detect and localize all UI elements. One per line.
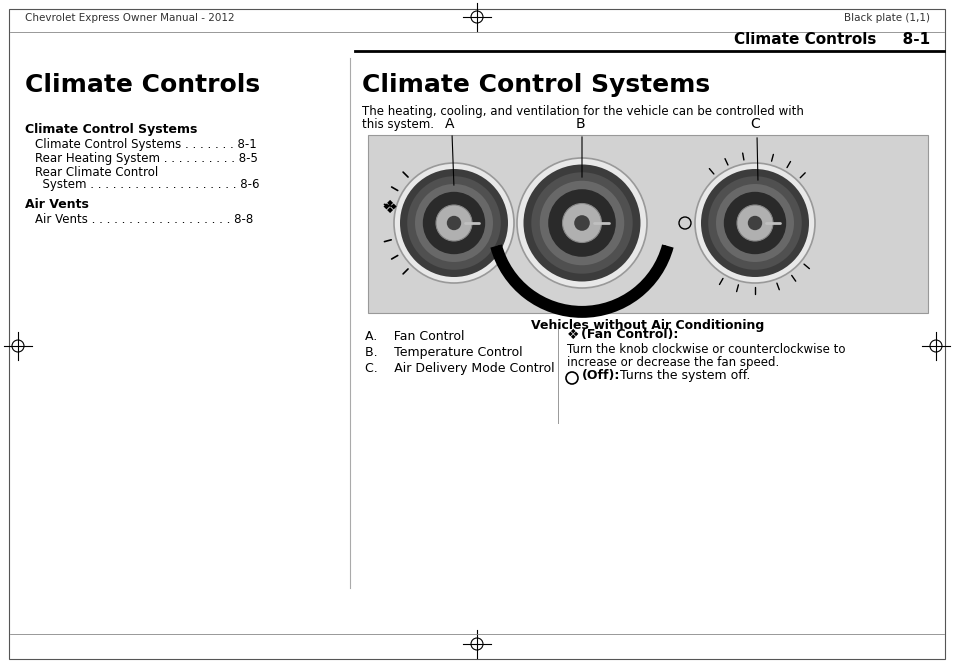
Circle shape: [707, 176, 801, 270]
Text: A: A: [445, 117, 455, 131]
Text: Vehicles without Air Conditioning: Vehicles without Air Conditioning: [531, 319, 763, 332]
Text: Climate Control Systems: Climate Control Systems: [25, 123, 197, 136]
Text: Rear Climate Control: Rear Climate Control: [35, 166, 158, 179]
Circle shape: [446, 216, 460, 230]
Circle shape: [565, 372, 578, 384]
Circle shape: [695, 163, 814, 283]
Text: Climate Control Systems: Climate Control Systems: [361, 73, 709, 97]
Text: ❖: ❖: [566, 328, 578, 342]
Text: Climate Control Systems . . . . . . . 8-1: Climate Control Systems . . . . . . . 8-…: [35, 138, 256, 151]
Circle shape: [531, 172, 632, 274]
Circle shape: [539, 181, 623, 265]
Text: (Fan Control):: (Fan Control):: [580, 328, 678, 341]
Circle shape: [679, 217, 690, 229]
Text: C.  Air Delivery Mode Control: C. Air Delivery Mode Control: [365, 362, 554, 375]
Text: System . . . . . . . . . . . . . . . . . . . . 8-6: System . . . . . . . . . . . . . . . . .…: [35, 178, 259, 191]
Circle shape: [407, 176, 500, 270]
Text: The heating, cooling, and ventilation for the vehicle can be controlled with: The heating, cooling, and ventilation fo…: [361, 105, 803, 118]
Circle shape: [737, 205, 772, 241]
Circle shape: [415, 184, 493, 262]
Circle shape: [700, 169, 808, 277]
Circle shape: [562, 204, 601, 242]
Circle shape: [723, 192, 785, 255]
Circle shape: [436, 205, 472, 241]
Text: increase or decrease the fan speed.: increase or decrease the fan speed.: [566, 356, 779, 369]
Text: Chevrolet Express Owner Manual - 2012: Chevrolet Express Owner Manual - 2012: [25, 13, 234, 23]
Text: Climate Controls     8-1: Climate Controls 8-1: [733, 32, 929, 47]
Text: B.  Temperature Control: B. Temperature Control: [365, 346, 522, 359]
Circle shape: [517, 158, 646, 288]
Text: this system.: this system.: [361, 118, 434, 131]
Text: C: C: [749, 117, 760, 131]
Bar: [368, 135, 927, 313]
Circle shape: [422, 192, 485, 255]
Circle shape: [523, 164, 639, 281]
Text: Air Vents . . . . . . . . . . . . . . . . . . . 8-8: Air Vents . . . . . . . . . . . . . . . …: [35, 213, 253, 226]
Text: Climate Controls: Climate Controls: [25, 73, 260, 97]
Circle shape: [399, 169, 507, 277]
Text: Turns the system off.: Turns the system off.: [619, 369, 750, 381]
Text: Turn the knob clockwise or counterclockwise to: Turn the knob clockwise or counterclockw…: [566, 343, 844, 356]
Text: A.  Fan Control: A. Fan Control: [365, 330, 464, 343]
Circle shape: [747, 216, 761, 230]
Circle shape: [394, 163, 514, 283]
Text: Air Vents: Air Vents: [25, 198, 89, 211]
Circle shape: [716, 184, 793, 262]
Circle shape: [574, 215, 589, 231]
Text: ❖: ❖: [381, 199, 397, 217]
Text: B: B: [575, 117, 584, 131]
Text: Black plate (1,1): Black plate (1,1): [843, 13, 929, 23]
Text: Rear Heating System . . . . . . . . . . 8-5: Rear Heating System . . . . . . . . . . …: [35, 152, 257, 165]
Circle shape: [548, 189, 615, 257]
Text: (Off):: (Off):: [581, 369, 619, 381]
